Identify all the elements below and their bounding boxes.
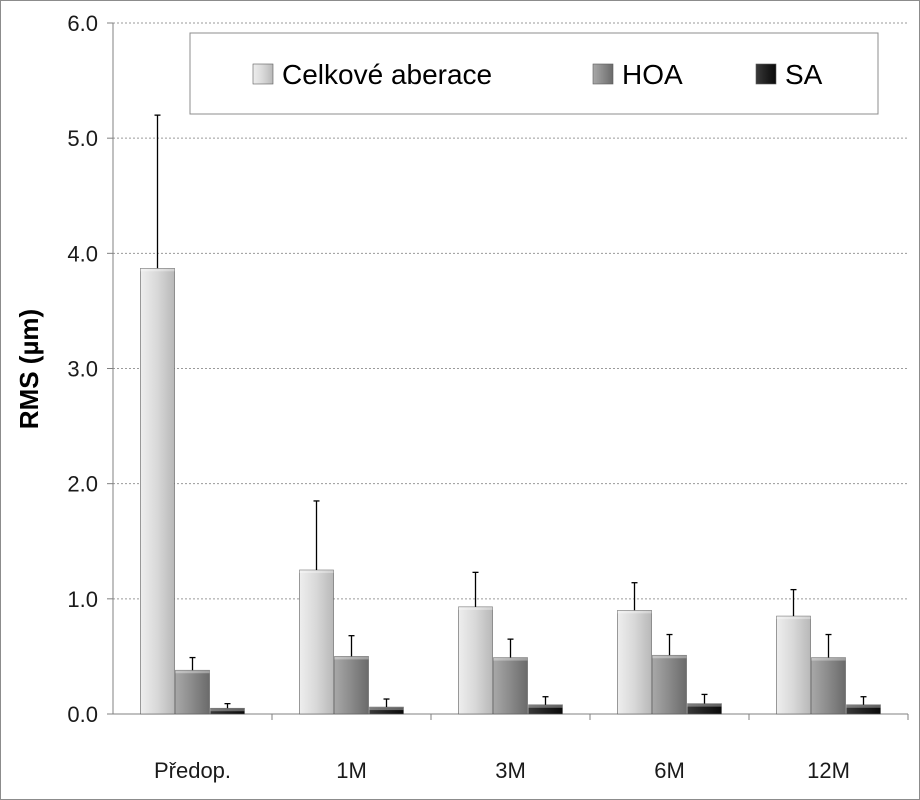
bar-hoa (811, 657, 846, 715)
y-tick-label: 2.0 (67, 472, 98, 497)
y-tick-label: 5.0 (67, 126, 98, 151)
bar-total (776, 615, 811, 715)
x-tick-label: 6M (654, 758, 685, 783)
legend-label: Celkové aberace (282, 59, 492, 90)
bar-highlight (334, 656, 369, 660)
bar-highlight (776, 616, 811, 620)
y-tick-label: 1.0 (67, 587, 98, 612)
bar-highlight (687, 703, 722, 707)
legend-swatch-hoa (592, 63, 614, 85)
bar-hoa (334, 656, 369, 715)
bar-highlight (652, 655, 687, 659)
x-tick-label: 3M (495, 758, 526, 783)
legend-swatch-sa (755, 63, 777, 85)
bar-hoa (175, 669, 210, 715)
bar-hoa (493, 657, 528, 715)
bar-total (617, 610, 652, 715)
y-axis-ticks: 0.0 1.0 2.0 3.0 4.0 5.0 6.0 (67, 11, 113, 727)
bar-highlight (528, 704, 563, 708)
y-tick-label: 6.0 (67, 11, 98, 36)
legend-label: SA (785, 59, 823, 90)
gridlines (113, 22, 908, 600)
x-tick-label: 12M (807, 758, 850, 783)
y-axis-title: RMS (µm) (14, 309, 44, 429)
bar-highlight (369, 707, 404, 711)
bar-total (458, 606, 493, 715)
x-axis-ticks: Předop. 1M 3M 6M 12M (154, 714, 909, 783)
bar-highlight (617, 610, 652, 614)
legend: Celkové aberace HOA SA (189, 32, 879, 115)
x-tick-label: 1M (336, 758, 367, 783)
bar-highlight (210, 708, 245, 712)
x-tick-label: Předop. (154, 758, 231, 783)
bar-highlight (458, 606, 493, 610)
y-tick-label: 4.0 (67, 241, 98, 266)
bar-highlight (140, 268, 175, 272)
legend-label: HOA (622, 59, 683, 90)
bar-total (140, 268, 175, 715)
bars (140, 268, 881, 715)
y-tick-label: 0.0 (67, 702, 98, 727)
legend-swatch-total (252, 63, 274, 85)
bar-highlight (846, 704, 881, 708)
y-tick-label: 3.0 (67, 357, 98, 382)
bar-hoa (652, 654, 687, 715)
bar-highlight (175, 670, 210, 674)
bar-total (299, 569, 334, 715)
bar-highlight (811, 657, 846, 661)
error-bars (154, 114, 867, 709)
bar-highlight (299, 570, 334, 574)
bar-highlight (493, 657, 528, 661)
